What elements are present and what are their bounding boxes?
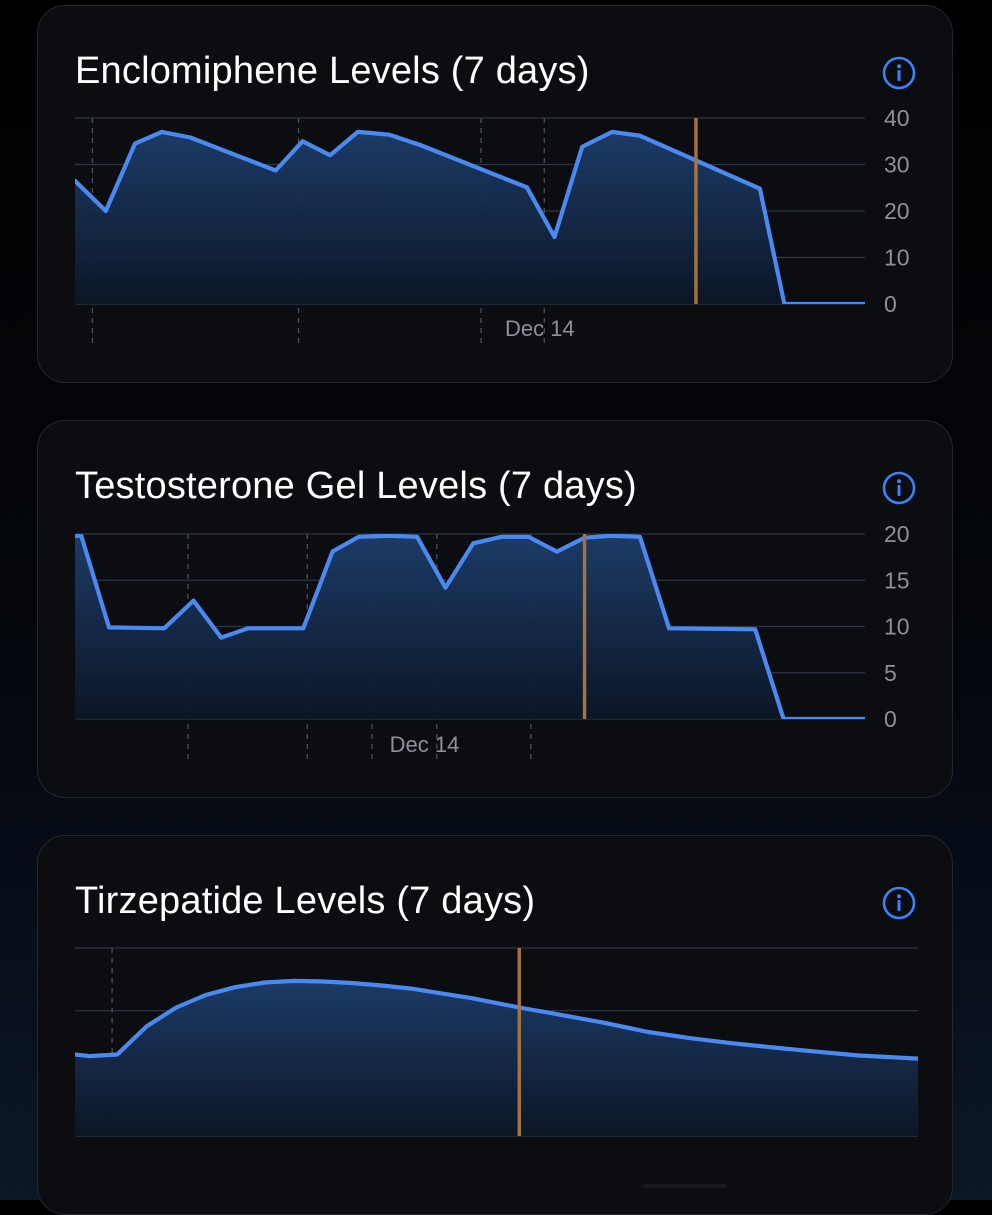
testosterone-gel-info-button[interactable] — [882, 471, 916, 505]
tirzepatide-card[interactable]: Tirzepatide Levels (7 days) — [37, 835, 953, 1215]
x-date-label: Dec 14 — [390, 732, 460, 757]
enclomiphene-card[interactable]: Enclomiphene Levels (7 days) 0 10 20 30 40 De… — [37, 5, 953, 383]
series-area — [75, 131, 865, 304]
series-area — [75, 980, 918, 1136]
y-tick-label: 0 — [884, 706, 897, 732]
testosterone-gel-card[interactable]: Testosterone Gel Levels (7 days) 0 5 10 15 2… — [37, 420, 953, 798]
series-line — [75, 129, 865, 304]
y-tick-label: 10 — [884, 614, 910, 640]
y-tick-label: 10 — [884, 245, 910, 271]
tirzepatide-chart — [75, 947, 918, 1137]
series-line — [75, 978, 918, 1061]
series-area — [75, 535, 865, 719]
testosterone-gel-chart: 0 5 10 15 20 Dec 14 — [75, 521, 910, 759]
home-indicator — [643, 1184, 727, 1188]
testosterone-gel-title: Testosterone Gel Levels (7 days) — [75, 465, 637, 507]
series-line — [75, 534, 865, 719]
y-tick-label: 0 — [884, 291, 897, 317]
y-tick-label: 40 — [884, 105, 910, 131]
y-tick-label: 5 — [884, 660, 897, 686]
enclomiphene-chart: 0 10 20 30 40 Dec 14 — [75, 105, 910, 344]
info-circle-icon — [882, 471, 916, 505]
info-circle-icon — [882, 56, 916, 90]
tirzepatide-title: Tirzepatide Levels (7 days) — [75, 880, 536, 922]
y-tick-label: 20 — [884, 521, 910, 547]
info-circle-icon — [882, 886, 916, 920]
y-tick-label: 15 — [884, 567, 910, 593]
y-tick-label: 20 — [884, 198, 910, 224]
enclomiphene-title: Enclomiphene Levels (7 days) — [75, 50, 590, 92]
tirzepatide-info-button[interactable] — [882, 886, 916, 920]
y-tick-label: 30 — [884, 152, 910, 178]
x-date-label: Dec 14 — [505, 316, 575, 341]
enclomiphene-info-button[interactable] — [882, 56, 916, 90]
